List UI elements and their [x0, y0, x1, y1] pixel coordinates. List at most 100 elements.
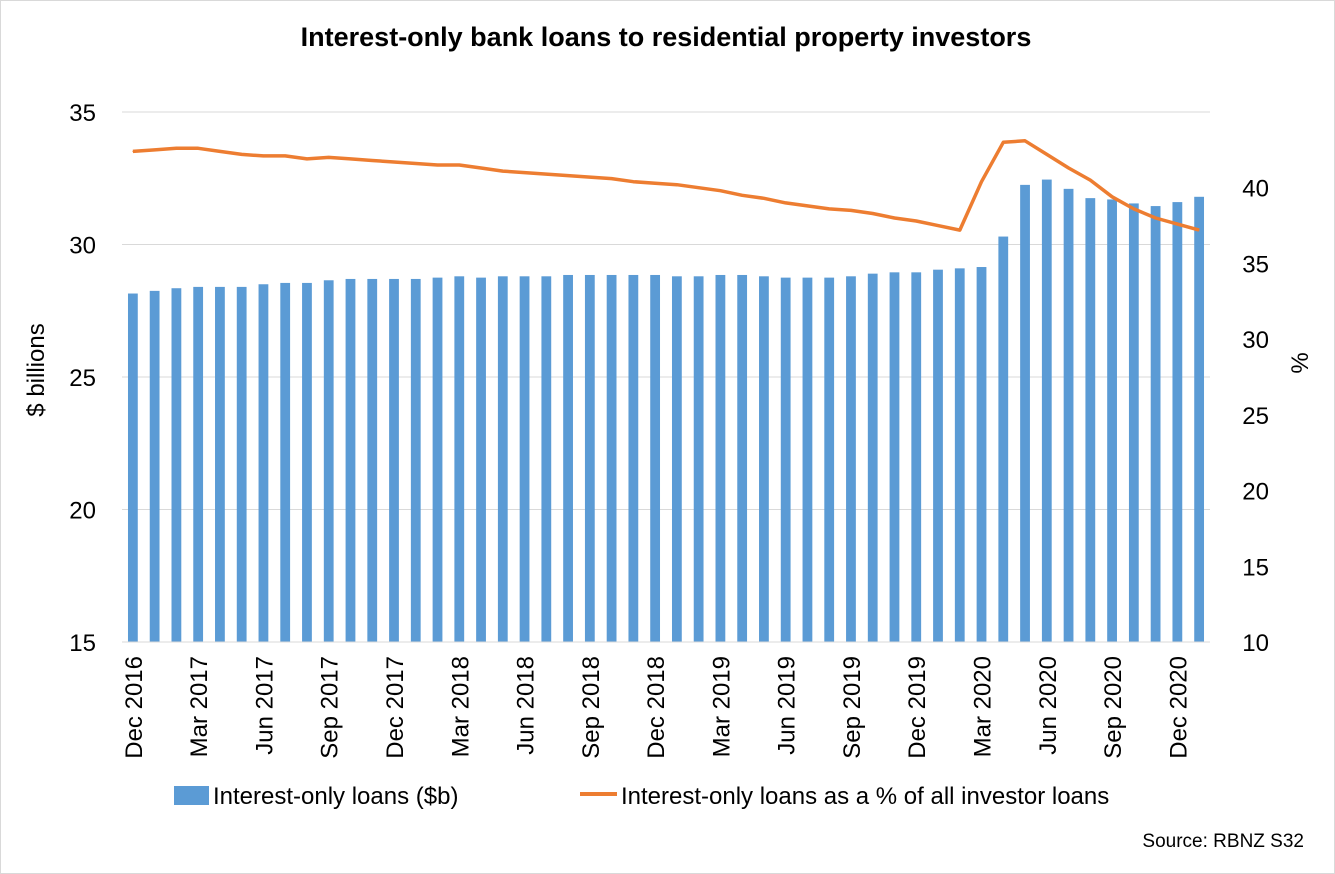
line-point — [393, 161, 395, 163]
bar — [628, 274, 639, 642]
bar — [302, 282, 312, 642]
bar — [410, 278, 421, 642]
x-tick-label: Sep 2020 — [1100, 656, 1127, 759]
bar — [584, 274, 595, 642]
y-tick-label-right: 40 — [1242, 176, 1269, 203]
bar — [1194, 196, 1205, 643]
bar — [541, 276, 552, 642]
bar — [759, 276, 769, 642]
line-point — [981, 181, 983, 183]
line-series — [132, 139, 1200, 232]
chart-title: Interest-only bank loans to residential … — [301, 22, 1032, 52]
bar — [998, 236, 1009, 643]
line-point — [806, 205, 808, 207]
x-tick-label: Sep 2018 — [578, 656, 605, 759]
line-point — [328, 156, 330, 158]
y-tick-label-left: 15 — [69, 630, 96, 657]
line-point — [741, 194, 743, 196]
bar — [889, 272, 900, 642]
bar — [519, 276, 530, 642]
bar — [954, 268, 965, 642]
bar — [715, 274, 726, 642]
y-tick-label-left: 25 — [69, 365, 96, 392]
line-point — [284, 155, 286, 157]
line-point — [719, 190, 721, 192]
bar — [476, 277, 486, 642]
legend: Interest-only loans ($b) Interest-only l… — [174, 783, 1109, 810]
line-point — [1068, 167, 1070, 169]
x-tick-label: Dec 2018 — [643, 656, 670, 759]
bar — [367, 278, 378, 642]
y-tick-label-right: 35 — [1242, 251, 1269, 278]
source-note: Source: RBNZ S32 — [1142, 831, 1304, 852]
bar — [867, 273, 878, 642]
bar — [1172, 202, 1183, 642]
bar — [911, 272, 922, 642]
bar — [215, 286, 225, 642]
line-point — [437, 164, 439, 166]
y-axis-right: 10 15 20 25 30 35 40 — [1242, 176, 1269, 657]
line-point — [763, 197, 765, 199]
x-tick-label: Jun 2018 — [513, 656, 540, 755]
bar — [345, 278, 356, 642]
line-point — [502, 170, 504, 172]
bar — [780, 277, 791, 642]
line-point — [872, 212, 874, 214]
y-tick-label-right: 30 — [1242, 327, 1269, 354]
line-point — [698, 187, 700, 189]
x-tick-label: Mar 2020 — [970, 656, 997, 757]
y-axis-title-right: % — [1287, 352, 1314, 373]
x-tick-label: Mar 2017 — [186, 656, 213, 757]
bar — [671, 276, 682, 642]
line-point — [611, 178, 613, 180]
line-point — [241, 153, 243, 155]
bar — [1085, 198, 1096, 642]
bar-series — [127, 179, 1205, 643]
line-point — [785, 202, 787, 204]
bar — [737, 274, 748, 642]
y-tick-label-right: 10 — [1242, 630, 1269, 657]
bar — [1128, 203, 1139, 643]
legend-label-bars: Interest-only loans ($b) — [213, 783, 458, 810]
bar — [1041, 179, 1052, 642]
bar — [933, 269, 943, 642]
bar — [258, 284, 269, 642]
bar — [171, 288, 182, 642]
line-point — [306, 158, 308, 160]
bar — [497, 276, 508, 642]
bar — [802, 277, 813, 642]
y-tick-label-left: 30 — [69, 233, 96, 260]
bar — [693, 276, 704, 642]
line-point — [632, 181, 634, 183]
y-tick-label-right: 20 — [1242, 479, 1269, 506]
bar — [193, 286, 204, 642]
line-point — [850, 209, 852, 211]
x-tick-label: Jun 2017 — [251, 656, 278, 755]
line-point — [1176, 223, 1178, 225]
bar — [1107, 199, 1117, 642]
line-point — [1133, 208, 1135, 210]
bar — [127, 293, 138, 642]
line-point — [1002, 141, 1004, 143]
bar — [563, 274, 573, 642]
y-tick-label-left: 20 — [69, 498, 96, 525]
bar — [1063, 188, 1074, 642]
line-point — [1155, 217, 1157, 219]
bar — [1020, 184, 1030, 642]
x-tick-label: Mar 2018 — [447, 656, 474, 757]
x-tick-label: Jun 2019 — [774, 656, 801, 755]
line-point — [197, 147, 199, 149]
bar — [323, 280, 334, 642]
line-point — [1089, 179, 1091, 181]
line-point — [524, 172, 526, 174]
line-point — [349, 158, 351, 160]
line-point — [1046, 153, 1048, 155]
x-tick-label: Mar 2019 — [708, 656, 735, 757]
line-point — [415, 162, 417, 164]
x-tick-label: Dec 2019 — [904, 656, 931, 759]
x-tick-label: Dec 2017 — [382, 656, 409, 759]
line-point — [132, 150, 134, 152]
bar — [149, 290, 160, 642]
bar — [280, 282, 291, 642]
